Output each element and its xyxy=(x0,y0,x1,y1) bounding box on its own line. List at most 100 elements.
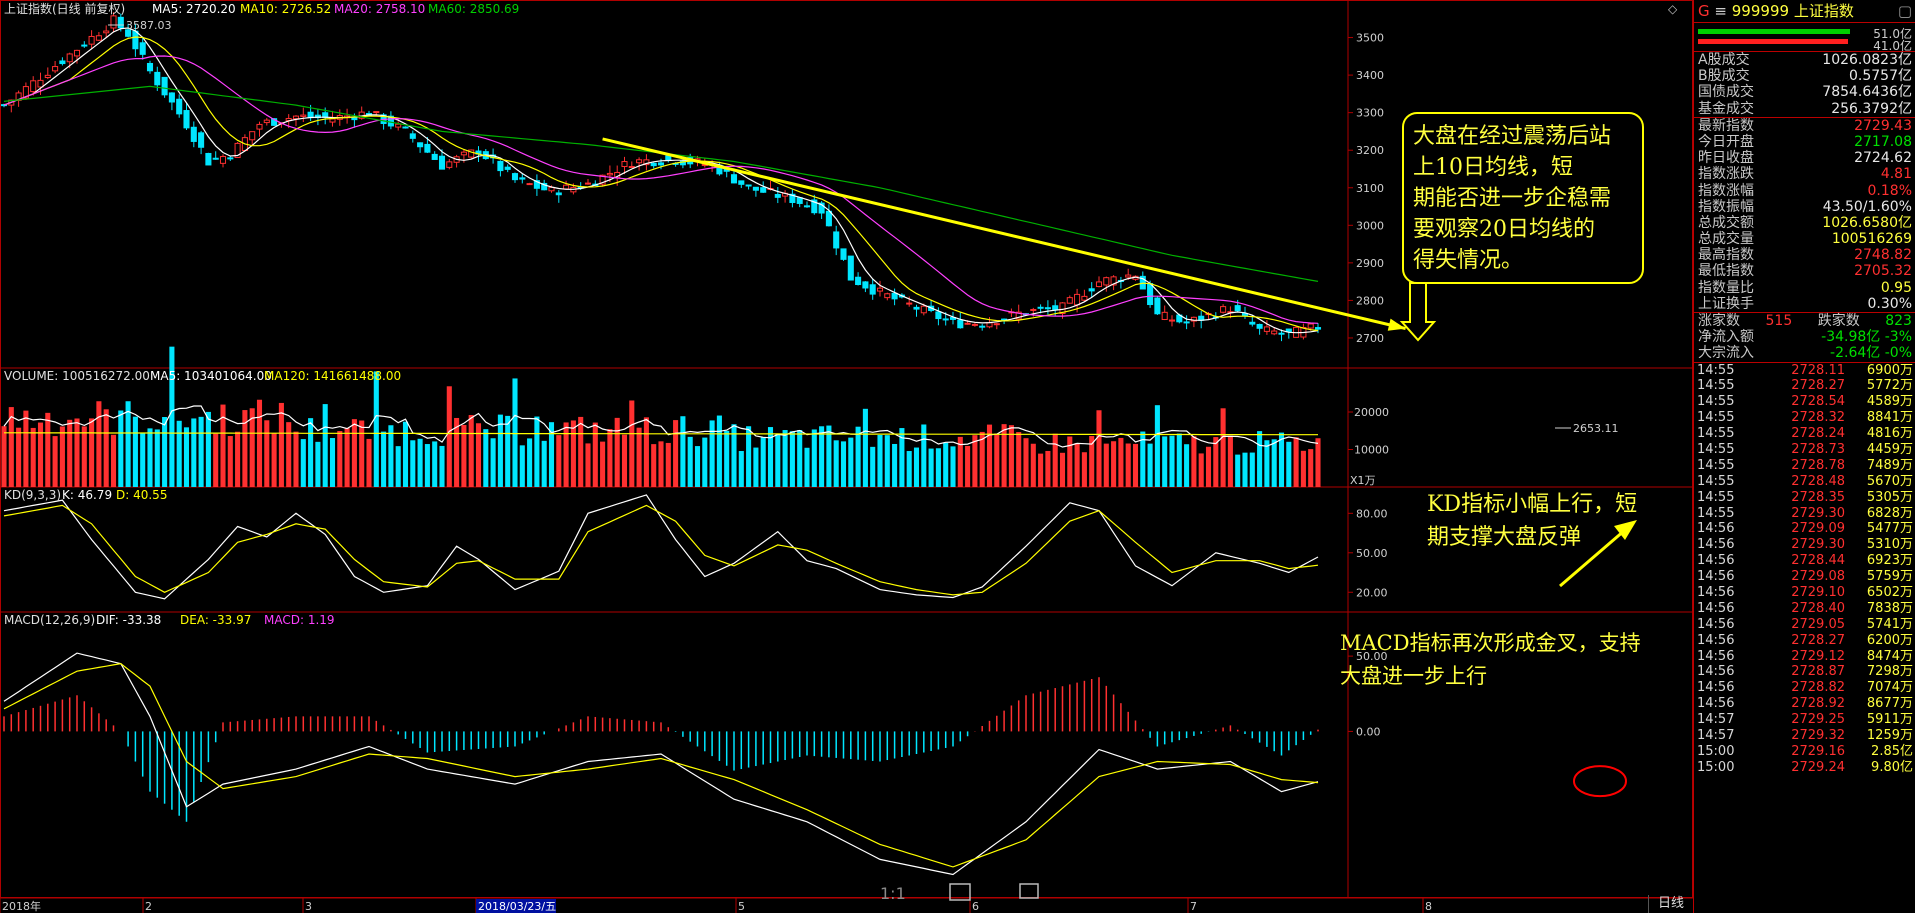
volume-bar xyxy=(59,426,65,487)
volume-bar xyxy=(351,419,357,487)
tick-volume: 1259万 xyxy=(1866,728,1913,744)
candle-body xyxy=(957,319,964,329)
menu-icon[interactable]: ≡ xyxy=(1714,2,1727,20)
tick-row[interactable]: 14:55 2728.54 4589万 xyxy=(1694,394,1915,410)
date-tick-label: 2018年 xyxy=(2,899,41,913)
volume-bars: 51.0亿 41.0亿 xyxy=(1694,22,1915,53)
period-tab[interactable]: 日线 xyxy=(1648,895,1693,913)
volume-bar xyxy=(811,429,817,487)
volume-bar xyxy=(1147,443,1153,487)
volume-bar xyxy=(965,445,971,487)
candle-body xyxy=(833,231,840,249)
settings-icon xyxy=(1019,883,1039,899)
candle-body xyxy=(22,86,29,99)
candle-body xyxy=(431,153,438,160)
candle-body xyxy=(424,143,431,153)
tick-list[interactable]: 14:55 2728.11 6900万 14:55 2728.27 5772万 14:55 2… xyxy=(1694,361,1915,776)
tick-row[interactable]: 14:56 2728.40 7838万 xyxy=(1694,601,1915,617)
tick-row[interactable]: 14:56 2728.44 6923万 xyxy=(1694,553,1915,569)
tick-row[interactable]: 14:55 2728.11 6900万 xyxy=(1694,363,1915,379)
volume-bar xyxy=(1052,433,1058,487)
candle-body xyxy=(52,66,59,72)
candle-body xyxy=(1154,297,1161,315)
candle-body xyxy=(497,160,504,172)
volume-bar xyxy=(52,436,58,487)
volume-bar xyxy=(132,416,138,487)
trend-arrow-head xyxy=(1387,318,1406,331)
tick-row[interactable]: 14:55 2728.73 4459万 xyxy=(1694,442,1915,458)
candle-body xyxy=(840,248,847,260)
tick-row[interactable]: 14:55 2728.35 5305万 xyxy=(1694,490,1915,506)
tick-row[interactable]: 15:00 2729.16 2.85亿 xyxy=(1694,744,1915,760)
tick-volume: 8841万 xyxy=(1866,410,1913,426)
annotation-kd-line: 期支撑大盘反弹 xyxy=(1427,525,1581,550)
candle-body xyxy=(139,42,146,55)
tick-row[interactable]: 14:55 2729.30 6828万 xyxy=(1694,506,1915,522)
volume-bar xyxy=(570,420,576,487)
volume-bar xyxy=(826,425,832,487)
stat-label: 上证换手 xyxy=(1698,295,1754,312)
marker-g: G xyxy=(1698,2,1710,20)
candle-body xyxy=(176,98,183,115)
tick-row[interactable]: 14:56 2729.12 8474万 xyxy=(1694,649,1915,665)
tick-price: 2728.48 xyxy=(1791,473,1845,489)
tick-row[interactable]: 14:55 2728.48 5670万 xyxy=(1694,474,1915,490)
price-tick-label: 2800 xyxy=(1356,294,1384,307)
tick-row[interactable]: 14:56 2728.92 8677万 xyxy=(1694,696,1915,712)
volume-bar xyxy=(169,346,175,487)
volume-bar xyxy=(1001,424,1007,487)
volume-bar xyxy=(468,415,474,487)
macd-dif-line xyxy=(3,652,1319,876)
volume-bar xyxy=(972,435,978,487)
tick-time: 14:56 xyxy=(1697,600,1735,616)
volume-bar xyxy=(1278,432,1285,487)
tick-row[interactable]: 14:56 2729.05 5741万 xyxy=(1694,617,1915,633)
tick-row[interactable]: 14:56 2728.27 6200万 xyxy=(1694,633,1915,649)
index-code: 999999 xyxy=(1731,2,1790,20)
candle-body xyxy=(154,71,161,86)
tick-volume: 7489万 xyxy=(1866,457,1913,473)
tick-price: 2729.08 xyxy=(1791,569,1845,585)
quote-sidebar: G ≡ 999999 上证指数 ▢ 51.0亿 41.0亿 A股成交 1026.0… xyxy=(1693,0,1915,913)
tick-time: 14:55 xyxy=(1697,410,1735,426)
close-icon[interactable]: ▢ xyxy=(1897,2,1912,20)
volume-bar xyxy=(1154,405,1160,487)
volume-ma5-legend: MA5: 103401064.00 xyxy=(150,369,272,383)
volume-bar xyxy=(702,437,708,487)
stat-label: 指数量比 xyxy=(1698,279,1754,296)
volume-bar xyxy=(731,424,737,487)
down-arrow-icon xyxy=(1399,282,1437,342)
tick-time: 14:55 xyxy=(1697,362,1735,378)
candle-body xyxy=(161,76,168,96)
tick-row[interactable]: 14:55 2728.78 7489万 xyxy=(1694,458,1915,474)
tick-price: 2728.73 xyxy=(1791,442,1845,458)
tick-row[interactable]: 14:55 2728.32 8841万 xyxy=(1694,410,1915,426)
main-chart-canvas[interactable]: 3500 3400 3300 3200 3100 3000 2900 2800 2700 大盘在经… xyxy=(0,0,1693,913)
tick-row[interactable]: 14:56 2729.10 6502万 xyxy=(1694,585,1915,601)
tick-price: 2728.32 xyxy=(1791,410,1845,426)
tick-row[interactable]: 14:56 2729.08 5759万 xyxy=(1694,569,1915,585)
tick-row[interactable]: 14:57 2729.32 1259万 xyxy=(1694,728,1915,744)
tick-row[interactable]: 14:56 2729.09 5477万 xyxy=(1694,521,1915,537)
tick-row[interactable]: 14:56 2728.87 7298万 xyxy=(1694,664,1915,680)
candle-body xyxy=(300,114,307,117)
candle-body xyxy=(66,53,73,63)
volume-bar xyxy=(439,445,445,487)
tick-time: 14:55 xyxy=(1697,505,1735,521)
candle-body xyxy=(606,172,613,176)
sidebar-title: G ≡ 999999 上证指数 ▢ xyxy=(1694,0,1915,22)
candle-body xyxy=(876,287,884,292)
tick-row[interactable]: 15:00 2729.24 9.80亿 xyxy=(1694,760,1915,776)
tick-row[interactable]: 14:55 2728.24 4816万 xyxy=(1694,426,1915,442)
tick-row[interactable]: 14:56 2729.30 5310万 xyxy=(1694,537,1915,553)
tick-row[interactable]: 14:55 2728.27 5772万 xyxy=(1694,378,1915,394)
tick-row[interactable]: 14:56 2728.82 7074万 xyxy=(1694,680,1915,696)
annotation-main-line: 得失情况。 xyxy=(1413,248,1523,273)
tick-time: 14:56 xyxy=(1697,664,1735,680)
candle-body xyxy=(643,159,650,166)
volume-bar xyxy=(89,418,95,487)
candle-body xyxy=(1307,323,1314,329)
annotation-kd-line: KD指标小幅上行，短 xyxy=(1427,492,1637,517)
candle-body xyxy=(1234,305,1241,312)
tick-row[interactable]: 14:57 2729.25 5911万 xyxy=(1694,712,1915,728)
